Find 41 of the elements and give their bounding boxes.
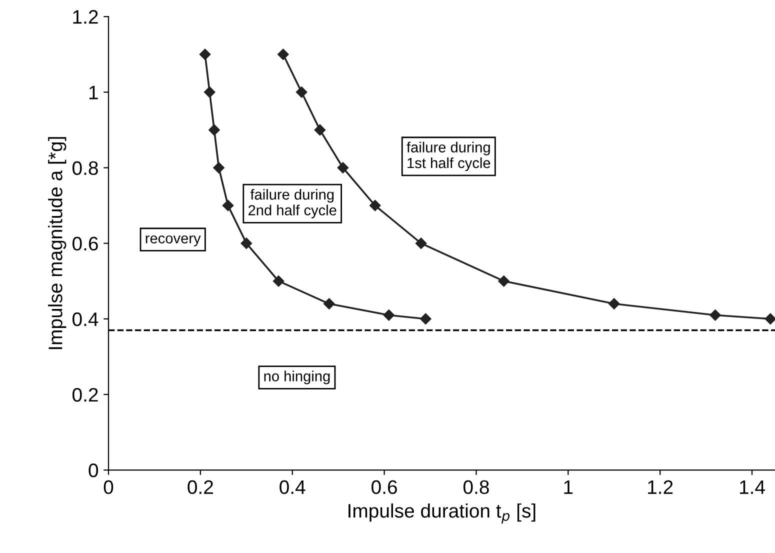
point: [272, 276, 284, 287]
y-tick-label: 0.6: [72, 236, 98, 251]
annotation: failure during 1st half cycle: [406, 142, 490, 172]
point: [222, 200, 234, 212]
point: [337, 162, 349, 174]
point: [204, 86, 216, 98]
y-tick-label: 1.2: [73, 10, 98, 24]
point: [369, 200, 381, 212]
y-tick-label: 1: [89, 86, 98, 100]
point: [764, 313, 775, 325]
y-axis-title: Impulse magnitude a [*g]: [48, 137, 66, 350]
point: [278, 48, 289, 60]
point: [383, 310, 394, 321]
x-tick-label: 1.4: [740, 480, 765, 494]
x-tick-label: 0.4: [280, 480, 306, 494]
y-tick-label: 0.4: [72, 312, 98, 326]
point: [208, 124, 220, 136]
x-tick-label: 1.2: [648, 480, 673, 494]
x-tick-label: 0.2: [188, 480, 213, 494]
point: [498, 276, 510, 287]
point: [710, 310, 721, 321]
y-tick-label: 0.8: [72, 161, 98, 175]
annotation: no hinging: [264, 370, 330, 384]
annotation: failure during 2nd half cycle: [248, 188, 336, 218]
point: [240, 238, 252, 249]
y-tick-label: 0: [88, 464, 98, 478]
annotation: recovery: [146, 235, 201, 246]
point: [296, 86, 308, 98]
point: [415, 238, 427, 249]
x-axis-title: Impulse duration t$_{p}$ [s]: [348, 503, 536, 524]
y-tick-label: 0.2: [72, 388, 98, 402]
x-tick-label: 1: [564, 480, 573, 494]
point: [608, 298, 620, 310]
x-tick-label: 0.8: [463, 480, 489, 494]
point: [314, 124, 326, 136]
x-tick-label: 0.6: [372, 480, 397, 494]
point: [420, 313, 432, 325]
x-tick-label: 0: [104, 480, 114, 494]
point: [324, 298, 335, 310]
point: [213, 162, 224, 174]
point: [199, 48, 211, 60]
